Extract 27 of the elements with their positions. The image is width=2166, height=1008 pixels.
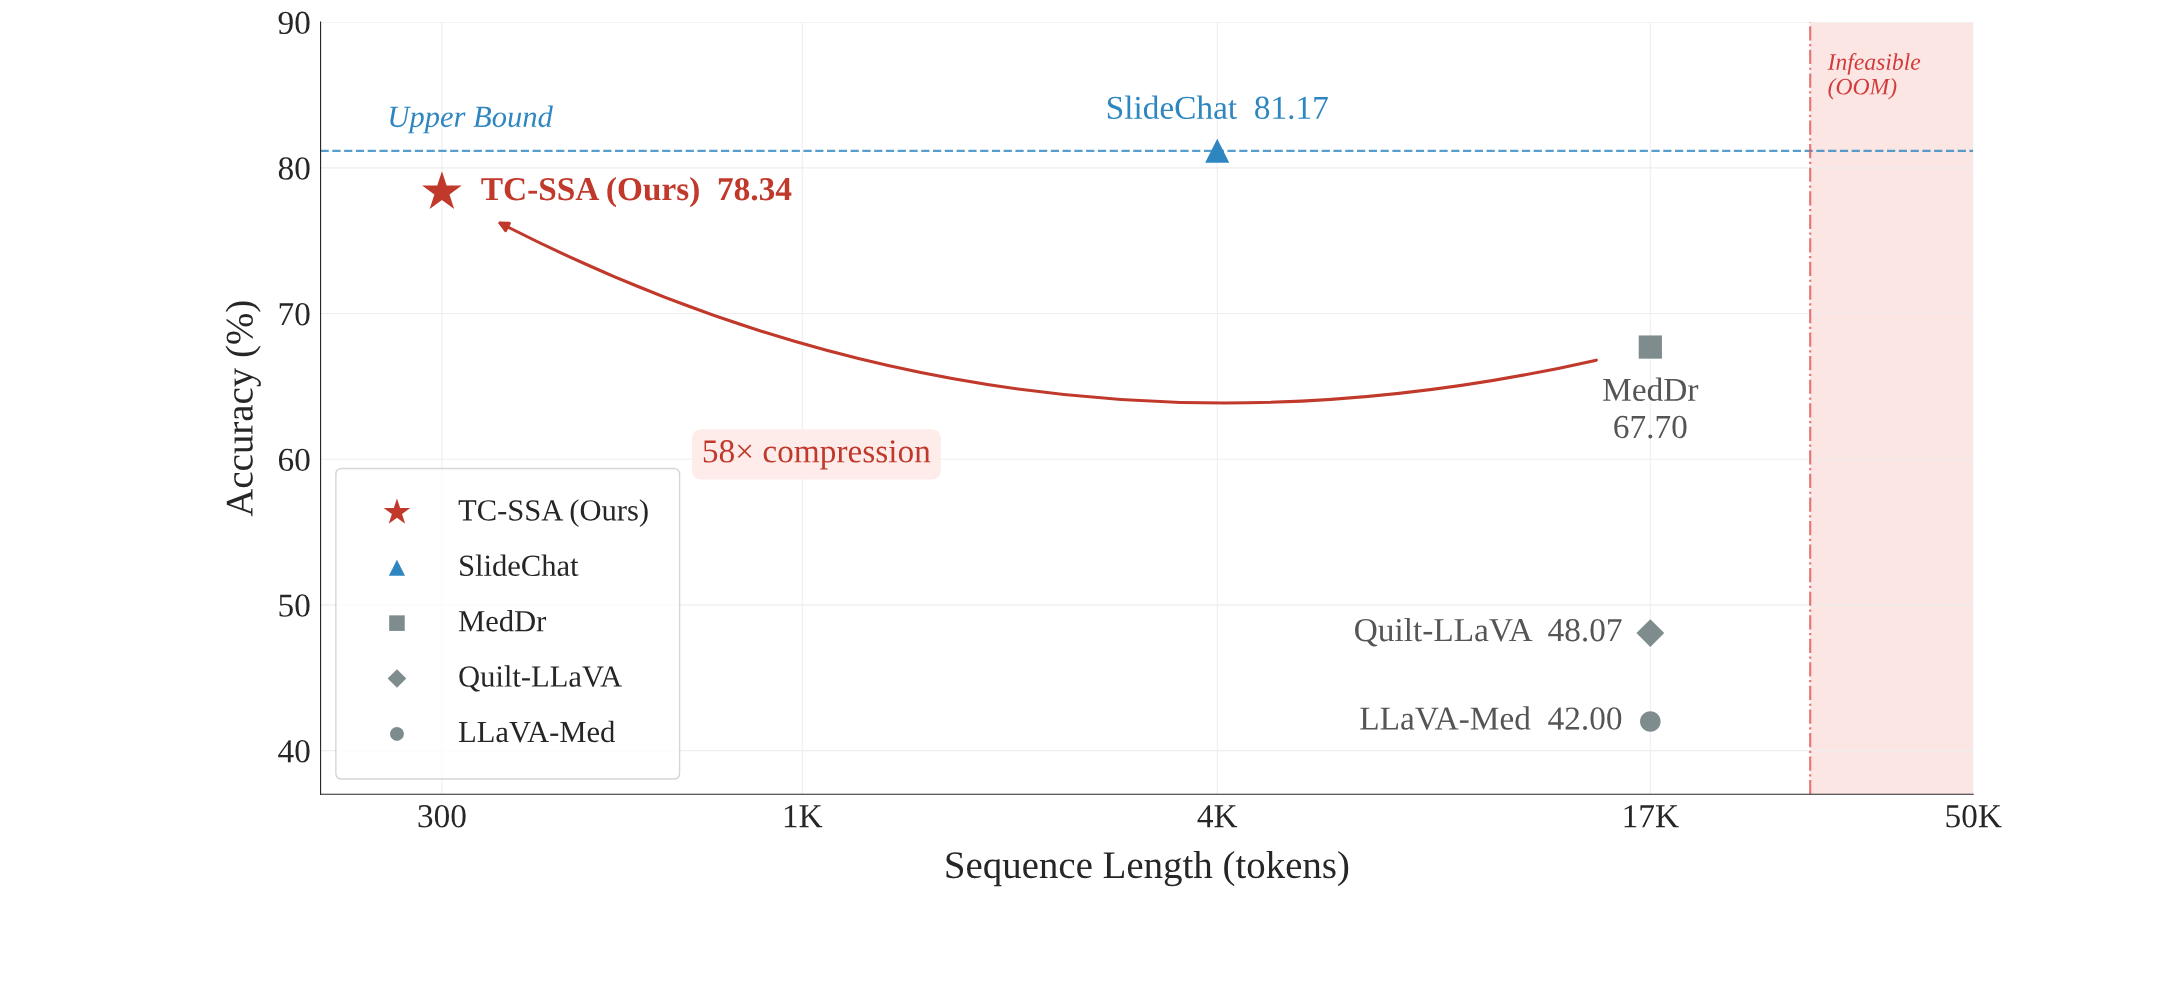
y-tick-label: 50: [279, 594, 310, 617]
text: TC-SSA (Ours) 78.34: [481, 176, 792, 208]
x-axis-title: Sequence Length (tokens): [946, 850, 1349, 887]
x-tick-label: 50K: [1946, 804, 2002, 828]
y-tick-label: 90: [278, 11, 310, 35]
x-tick-label: 300: [418, 804, 466, 828]
annotation: 58× compression: [703, 440, 931, 470]
text: Quilt-LLaVA 48.07: [1355, 617, 1622, 647]
legend-label: Quilt-LLaVA: [459, 665, 622, 692]
y-axis-title: Accuracy (%): [225, 301, 261, 517]
y-tick-label: 60: [278, 448, 310, 472]
band-label: Infeasible (OOM): [1827, 53, 1921, 100]
legend-label: SlideChat: [460, 554, 579, 577]
text: SlideChat 81.17: [1107, 95, 1328, 120]
legend-label: MedDr: [458, 609, 547, 632]
x-tick-label: 17K: [1624, 805, 1679, 828]
y-tick-label: 40: [278, 740, 310, 763]
text: MedDr: [1603, 377, 1699, 402]
x-tick-label: 4K: [1197, 805, 1238, 828]
y-tick-label: 80: [278, 157, 310, 180]
ref-line-label: Upper Bound: [390, 105, 553, 134]
data-label: 67.70: [1614, 415, 1687, 439]
legend-label: TC-SSA (Ours): [458, 499, 648, 527]
y-tick-label: 70: [279, 302, 310, 326]
legend-label: LLaVA-Med: [458, 720, 615, 743]
x-tick-label: 1K: [784, 805, 823, 828]
text: LLaVA-Med 42.00: [1360, 706, 1622, 730]
